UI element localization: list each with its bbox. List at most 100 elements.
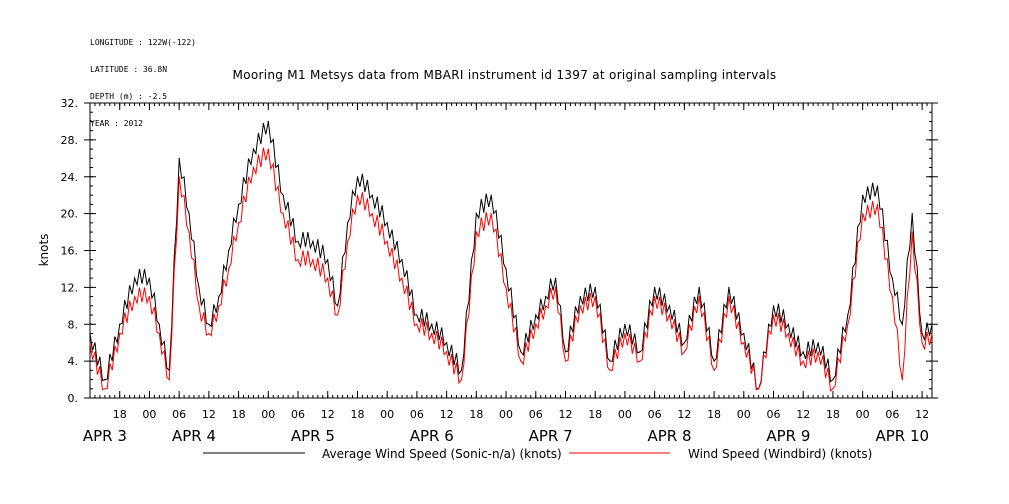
data-point	[208, 332, 210, 335]
data-point	[817, 351, 819, 353]
data-point	[312, 240, 314, 242]
x-tick-label: 18	[826, 408, 840, 421]
data-point	[347, 240, 349, 242]
data-point	[817, 342, 819, 344]
legend-label-windbird: Wind Speed (Windbird) (knots)	[688, 447, 872, 461]
data-point	[787, 323, 790, 325]
data-point	[639, 351, 641, 353]
y-axis-label: knots	[37, 234, 51, 267]
meta-latitude: LATITUDE : 36.8N	[90, 65, 168, 74]
data-point	[654, 286, 656, 288]
x-day-label: APR 10	[875, 427, 929, 445]
data-point	[297, 240, 299, 242]
meta-year: YEAR : 2012	[90, 119, 143, 128]
data-point	[267, 148, 269, 150]
data-point	[228, 268, 230, 270]
meta-depth: DEPTH (m) : -2.5	[90, 92, 168, 101]
data-point	[683, 351, 686, 353]
x-tick-label: 00	[737, 408, 751, 421]
data-point	[356, 176, 359, 178]
y-tick-label: 4.	[68, 355, 79, 368]
data-point	[148, 277, 150, 279]
data-point	[728, 296, 730, 298]
line-average-wind-speed	[89, 121, 933, 390]
data-point	[911, 213, 913, 215]
data-point	[891, 296, 894, 298]
x-tick-label: 00	[261, 408, 275, 421]
y-tick-label: 8.	[68, 318, 79, 331]
x-tick-label: 18	[588, 408, 602, 421]
data-point	[505, 268, 507, 270]
x-tick-label: 06	[291, 408, 305, 421]
data-point	[446, 342, 448, 344]
data-point	[594, 296, 596, 298]
x-tick-label: 12	[558, 408, 572, 421]
data-point	[490, 194, 492, 196]
data-point	[431, 332, 433, 335]
data-point	[713, 369, 715, 371]
data-point	[104, 379, 106, 381]
data-point	[134, 277, 136, 279]
data-point	[282, 213, 284, 215]
x-tick-label: 12	[440, 408, 454, 421]
x-day-label: APR 8	[647, 427, 691, 445]
x-tick-label: 06	[767, 408, 781, 421]
data-point	[624, 332, 626, 335]
data-point	[460, 379, 463, 381]
x-tick-label: 06	[172, 408, 186, 421]
data-point	[668, 314, 671, 316]
data-point	[460, 369, 463, 371]
data-point	[356, 194, 359, 196]
data-point	[579, 296, 581, 298]
line-windbird-wind-speed	[89, 147, 933, 392]
data-point	[119, 323, 121, 325]
data-point	[416, 323, 418, 325]
data-point	[609, 369, 611, 371]
x-tick-label: 00	[142, 408, 156, 421]
data-point	[104, 388, 106, 390]
data-point	[401, 277, 403, 279]
data-point	[654, 296, 656, 298]
plot-frame	[89, 102, 933, 399]
x-tick-label: 00	[380, 408, 394, 421]
data-point	[148, 296, 150, 298]
x-tick-label: 18	[113, 408, 127, 421]
data-point	[446, 351, 448, 353]
data-point	[158, 332, 160, 335]
data-point	[89, 342, 91, 344]
data-point	[238, 203, 240, 205]
x-tick-label: 18	[469, 408, 483, 421]
data-point	[416, 314, 418, 316]
data-point	[218, 296, 220, 298]
data-point	[847, 314, 849, 316]
data-point	[371, 194, 373, 196]
data-point	[683, 342, 686, 344]
x-day-label: APR 3	[83, 427, 127, 445]
data-point	[401, 259, 403, 261]
data-point	[535, 323, 537, 325]
data-point	[728, 286, 730, 288]
x-tick-label: 18	[350, 408, 364, 421]
data-point	[312, 259, 314, 261]
data-point	[743, 342, 745, 344]
data-point	[698, 296, 700, 298]
x-tick-label: 06	[885, 408, 899, 421]
data-point	[282, 194, 284, 196]
data-point	[198, 305, 200, 307]
y-tick-label: 16.	[61, 245, 79, 258]
data-point	[862, 213, 864, 215]
x-tick-label: 00	[499, 408, 513, 421]
data-point	[535, 314, 537, 316]
data-point	[252, 166, 254, 169]
x-tick-label: 00	[856, 408, 870, 421]
data-point	[475, 231, 477, 233]
x-tick-label: 12	[915, 408, 929, 421]
data-point	[119, 332, 121, 335]
data-point	[555, 277, 557, 279]
y-tick-label: 20.	[61, 208, 79, 221]
y-tick-label: 28.	[61, 134, 79, 147]
data-point	[337, 305, 339, 307]
x-axis: 18 00 06 12 18 00 06 12 18 00 06 12 18 00 06 12 18 00 06 12…	[83, 103, 933, 445]
data-point	[386, 240, 388, 242]
